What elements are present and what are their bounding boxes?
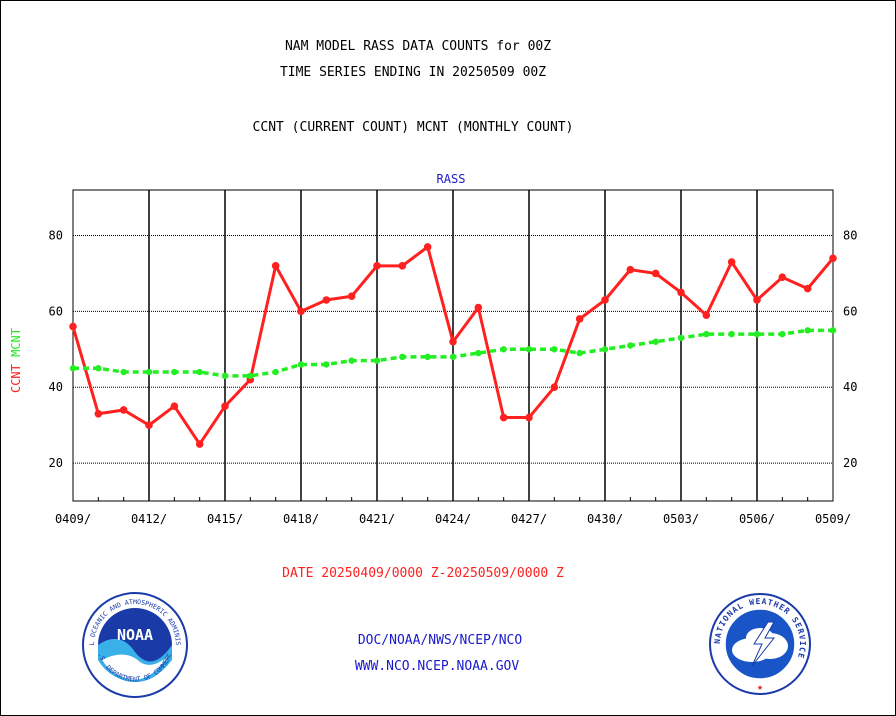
data-point-ccnt — [170, 402, 179, 410]
x-tick-label: 0412/ — [131, 512, 167, 526]
x-tick-label: 0418/ — [283, 512, 319, 526]
data-point-mcnt — [627, 342, 634, 349]
data-point-ccnt — [525, 413, 533, 422]
chart-svg: 20 20 40 40 60 60 80 80 0409/0412/0415/0418/0421… — [9, 172, 857, 526]
data-point-mcnt — [348, 357, 355, 364]
footer-link-doc[interactable]: DOC/NOAA/NWS/NCEP/NCO — [357, 633, 523, 648]
data-point-ccnt — [803, 284, 812, 293]
data-point-ccnt — [753, 296, 761, 304]
data-point-mcnt — [297, 361, 305, 368]
data-point-mcnt — [829, 327, 837, 334]
data-point-mcnt — [728, 330, 735, 338]
data-point-ccnt — [297, 307, 305, 316]
data-point-ccnt — [195, 440, 204, 448]
data-point-mcnt — [551, 346, 558, 353]
data-point-mcnt — [247, 372, 254, 380]
data-point-ccnt — [575, 315, 584, 323]
data-point-mcnt — [373, 357, 381, 364]
y-tick-label-left: 60 — [49, 304, 63, 318]
data-point-ccnt — [550, 383, 559, 392]
data-point-ccnt — [423, 243, 432, 251]
nws-star-icon: ★ — [757, 682, 763, 693]
x-tick-label: 0421/ — [359, 512, 395, 526]
data-point-ccnt — [69, 322, 77, 331]
data-point-ccnt — [449, 337, 457, 346]
y-tick-label-left: 40 — [49, 380, 63, 394]
data-point-mcnt — [171, 368, 178, 376]
x-tick-label: 0424/ — [435, 512, 471, 526]
data-point-mcnt — [399, 353, 406, 361]
data-point-ccnt — [651, 269, 660, 278]
y-tick-label-right: 80 — [843, 229, 857, 243]
data-point-mcnt — [652, 338, 659, 345]
y-tick-label-left: 80 — [49, 229, 63, 243]
data-point-mcnt — [323, 361, 330, 368]
data-point-mcnt — [69, 365, 77, 372]
x-tick-label: 0509/ — [815, 512, 851, 526]
data-point-ccnt — [727, 258, 736, 266]
x-tick-label: 0415/ — [207, 512, 243, 526]
data-point-mcnt — [120, 368, 127, 376]
y-tick-label-right: 40 — [843, 380, 857, 394]
footer-link-website[interactable]: WWW.NCO.NCEP.NOAA.GOV — [354, 659, 520, 674]
y-axis-label: CCNT MCNT — [9, 328, 23, 393]
data-point-mcnt — [145, 368, 153, 376]
data-point-ccnt — [601, 296, 609, 304]
chart-title-line2: TIME SERIES ENDING IN 20250509 00Z — [279, 65, 547, 80]
data-point-ccnt — [702, 311, 711, 319]
y-tick-label-right: 60 — [843, 304, 857, 318]
data-point-ccnt — [829, 254, 837, 263]
data-point-ccnt — [347, 292, 356, 300]
x-tick-label: 0427/ — [511, 512, 547, 526]
noaa-logo-text: NOAA — [117, 626, 153, 644]
data-point-ccnt — [677, 288, 685, 297]
data-point-mcnt — [500, 346, 507, 353]
data-point-mcnt — [677, 334, 685, 342]
data-point-ccnt — [145, 421, 153, 429]
data-point-mcnt — [272, 368, 279, 376]
x-tick-label: 0430/ — [587, 512, 623, 526]
data-point-ccnt — [94, 409, 103, 418]
data-point-mcnt — [779, 330, 786, 338]
data-point-mcnt — [196, 368, 203, 376]
data-point-ccnt — [626, 265, 635, 274]
chart-panel-label: RASS — [437, 172, 466, 186]
chart-subtitle: CCNT (CURRENT COUNT) MCNT (MONTHLY COUNT… — [252, 120, 574, 135]
data-point-mcnt — [221, 372, 229, 380]
y-tick-label-left: 20 — [49, 456, 63, 470]
data-point-mcnt — [576, 349, 583, 357]
nws-logo: NATIONAL WEATHER SERVICE ★ — [709, 593, 811, 695]
data-point-ccnt — [373, 262, 381, 270]
data-point-mcnt — [475, 349, 482, 357]
x-tick-label: 0409/ — [55, 512, 91, 526]
data-point-ccnt — [398, 262, 407, 270]
chart-title-line1: NAM MODEL RASS DATA COUNTS for 00Z — [284, 39, 552, 54]
noaa-logo: NOAA NATIONAL OCEANIC AND ATMOSPHERIC AD… — [80, 590, 188, 698]
y-axis-label-ccnt: CCNT — [9, 357, 23, 393]
data-point-mcnt — [525, 346, 533, 353]
data-point-ccnt — [271, 262, 280, 270]
x-tick-label: 0503/ — [663, 512, 699, 526]
date-range-label: DATE 20250409/0000 Z-20250509/0000 Z — [282, 566, 564, 581]
data-point-mcnt — [753, 330, 761, 338]
data-point-mcnt — [424, 353, 431, 361]
data-point-ccnt — [322, 296, 331, 304]
data-point-ccnt — [778, 273, 787, 282]
y-tick-label-right: 20 — [843, 456, 857, 470]
data-point-mcnt — [601, 346, 609, 353]
data-point-mcnt — [95, 365, 102, 372]
data-point-mcnt — [449, 353, 457, 361]
data-point-ccnt — [474, 303, 483, 312]
data-point-ccnt — [499, 413, 508, 422]
data-point-mcnt — [703, 330, 710, 338]
data-point-ccnt — [221, 402, 229, 410]
y-axis-label-mcnt: MCNT — [9, 328, 23, 357]
x-tick-label: 0506/ — [739, 512, 775, 526]
data-point-mcnt — [804, 327, 811, 334]
data-point-ccnt — [119, 406, 128, 414]
